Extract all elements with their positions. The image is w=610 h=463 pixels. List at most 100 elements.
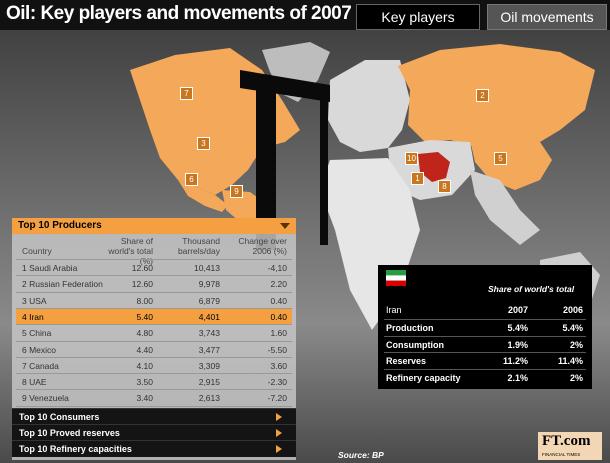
flag-stripe [386, 270, 406, 276]
iran [418, 152, 450, 182]
country-panel: Share of world's total Iran 2007 2006 Produc… [378, 265, 592, 389]
source: Source: BP [338, 450, 384, 460]
year-header: 2007 [507, 305, 528, 315]
table-cell: 3,309 [198, 360, 220, 371]
europe [328, 60, 410, 152]
panel-cell: 2% [569, 372, 583, 383]
logo[interactable]: FT.com FINANCIAL TIMES [538, 432, 602, 460]
panel-cell: 11.4% [557, 356, 583, 366]
table-cell: -2.30 [267, 377, 287, 388]
map-marker[interactable]: 3 [197, 137, 210, 150]
section-label: Top 10 Proved reserves [19, 428, 120, 438]
table-cell: 5 China [22, 328, 52, 339]
dropdown-arrow [280, 223, 290, 229]
panel-cell: 5.4% [562, 323, 583, 333]
table-cell: 4.80 [136, 328, 153, 339]
map-marker[interactable]: 5 [494, 152, 507, 165]
table-cell: 3 USA [22, 295, 47, 306]
section-label: Top 10 Refinery capacities [19, 444, 132, 454]
central-america [178, 180, 228, 212]
logo-name: FT.com [542, 433, 591, 449]
pump-jack-rod [320, 95, 328, 245]
table-cell: 2 Russian Federation [22, 279, 103, 290]
table-cell: 2.20 [270, 279, 287, 290]
panel-cell: Production [386, 323, 434, 333]
table-row[interactable]: 9 Venezuela 3.40 2,613 -7.20 [16, 389, 292, 405]
column-header: Share of world's total (%) [108, 236, 153, 266]
table-row[interactable]: 2 Russian Federation 12.60 9,978 2.20 [16, 275, 292, 291]
column-header: Change over 2006 (%) [238, 236, 287, 256]
section-item[interactable]: Top 10 Proved reserves [12, 424, 296, 441]
world-map [130, 42, 600, 330]
column-header: Thousand barrels/day [177, 236, 220, 256]
table-row[interactable]: 7 Canada 4.10 3,309 3.60 [16, 356, 292, 373]
table-row[interactable]: 3 USA 8.00 6,879 0.40 [16, 291, 292, 308]
panel-cell: Reserves [386, 356, 427, 366]
section-item[interactable]: Top 10 Refinery capacities [12, 440, 296, 457]
table-cell: 6 Mexico [22, 344, 57, 355]
panel-title-bar[interactable]: Top 10 Producers [12, 218, 296, 234]
section-label: Top 10 Consumers [19, 412, 100, 422]
panel-heading: Share of world's total [488, 284, 575, 294]
table-cell: -5.50 [267, 344, 287, 355]
section-arrow [276, 413, 282, 421]
tab[interactable]: Key players [356, 4, 480, 30]
logo-subtitle: FINANCIAL TIMES [542, 452, 581, 457]
table-cell: 10,413 [194, 263, 220, 273]
panel-cell: 11.2% [502, 356, 528, 366]
table-row[interactable]: 4 Iran 5.40 4,401 0.40 [16, 307, 292, 324]
table-cell: 0.40 [270, 311, 287, 322]
table-cell: 2,915 [198, 377, 220, 388]
table-cell: 4.10 [136, 360, 153, 371]
panel-cell: Refinery capacity [386, 372, 461, 383]
table-cell: 3.50 [136, 377, 153, 388]
section-item[interactable]: Top 10 Consumers [12, 408, 296, 425]
row-divider [384, 319, 586, 320]
table-cell: 0.40 [270, 295, 287, 306]
section-arrow [276, 445, 282, 453]
table-cell: 1 Saudi Arabia [22, 263, 78, 273]
table-cell: 12.60 [131, 279, 153, 290]
map-marker[interactable]: 7 [180, 87, 193, 100]
map-marker[interactable]: 10 [405, 152, 418, 165]
table-row[interactable]: 5 China 4.80 3,743 1.60 [16, 324, 292, 340]
producers-panel: Top 10 Producers Country Share of world's… [12, 218, 296, 460]
page-title: Oil: Key players and movements of 2007 [6, 3, 352, 24]
table-cell: 9,978 [198, 279, 220, 290]
map-marker[interactable]: 6 [185, 173, 198, 186]
map-marker[interactable]: 1 [411, 172, 424, 185]
pump-jack-post [256, 90, 276, 250]
map-marker[interactable]: 9 [230, 185, 243, 198]
panel-title: Top 10 Producers [18, 220, 102, 231]
row-divider [384, 352, 586, 353]
table-cell: 7 Canada [22, 360, 59, 371]
table-row[interactable]: 1 Saudi Arabia 12.60 10,413 -4,10 [16, 259, 292, 275]
flag-stripe [386, 275, 406, 281]
table-cell: 2,613 [198, 393, 220, 404]
pump-jack-beam [240, 70, 330, 102]
panel-cell: 5.4% [507, 323, 528, 333]
table-cell: 4,401 [198, 311, 220, 322]
table-cell: 3.40 [136, 393, 153, 404]
row-divider [384, 368, 586, 370]
panel-cell: 2% [569, 339, 583, 350]
row-divider [384, 335, 586, 337]
table-cell: 12.60 [131, 263, 153, 273]
map-marker[interactable]: 2 [476, 89, 489, 102]
south-asia [470, 170, 540, 245]
map-marker[interactable]: 8 [438, 180, 451, 193]
table-cell: -4,10 [267, 263, 287, 273]
table-cell: -7.20 [267, 393, 287, 404]
table-row[interactable]: 6 Mexico 4.40 3,477 -5.50 [16, 340, 292, 357]
table-cell: 3.60 [270, 360, 287, 371]
table-cell: 3,743 [198, 328, 220, 339]
table-row[interactable]: 8 UAE 3.50 2,915 -2.30 [16, 373, 292, 389]
table-cell: 8 UAE [22, 377, 47, 388]
table-cell: 4 Iran [22, 311, 44, 322]
table-cell: 4.40 [136, 344, 153, 355]
flag [386, 270, 406, 286]
table-cell: 8.00 [136, 295, 153, 306]
panel-cell: Consumption [386, 339, 444, 350]
tab[interactable]: Oil movements [487, 4, 607, 30]
